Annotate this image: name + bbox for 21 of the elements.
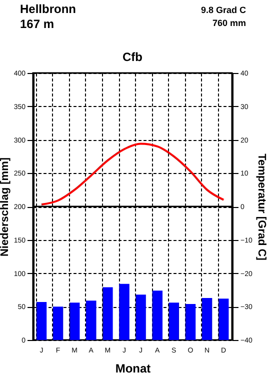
bar [185, 304, 196, 340]
y2-axis-title: Temperatur [Grad C] [255, 154, 268, 261]
y-axis-title: Niederschlag [mm] [0, 157, 11, 257]
bar [218, 298, 229, 340]
text: 9.8 Grad C [200, 5, 246, 15]
bar [69, 302, 80, 340]
bar [136, 294, 146, 340]
bar [86, 300, 96, 340]
chart-title: Cfb [122, 50, 142, 64]
bar [36, 302, 47, 340]
line-series [40, 142, 225, 206]
x-axis-title: Monat [115, 362, 151, 376]
text: 167 m [20, 17, 54, 31]
bar [152, 290, 162, 340]
bar [102, 287, 113, 340]
bar [202, 298, 212, 340]
bar [119, 284, 130, 340]
bar [52, 306, 64, 340]
text: 760 mm [212, 18, 246, 28]
bar [168, 302, 180, 340]
text: Hellbronn [20, 2, 76, 16]
